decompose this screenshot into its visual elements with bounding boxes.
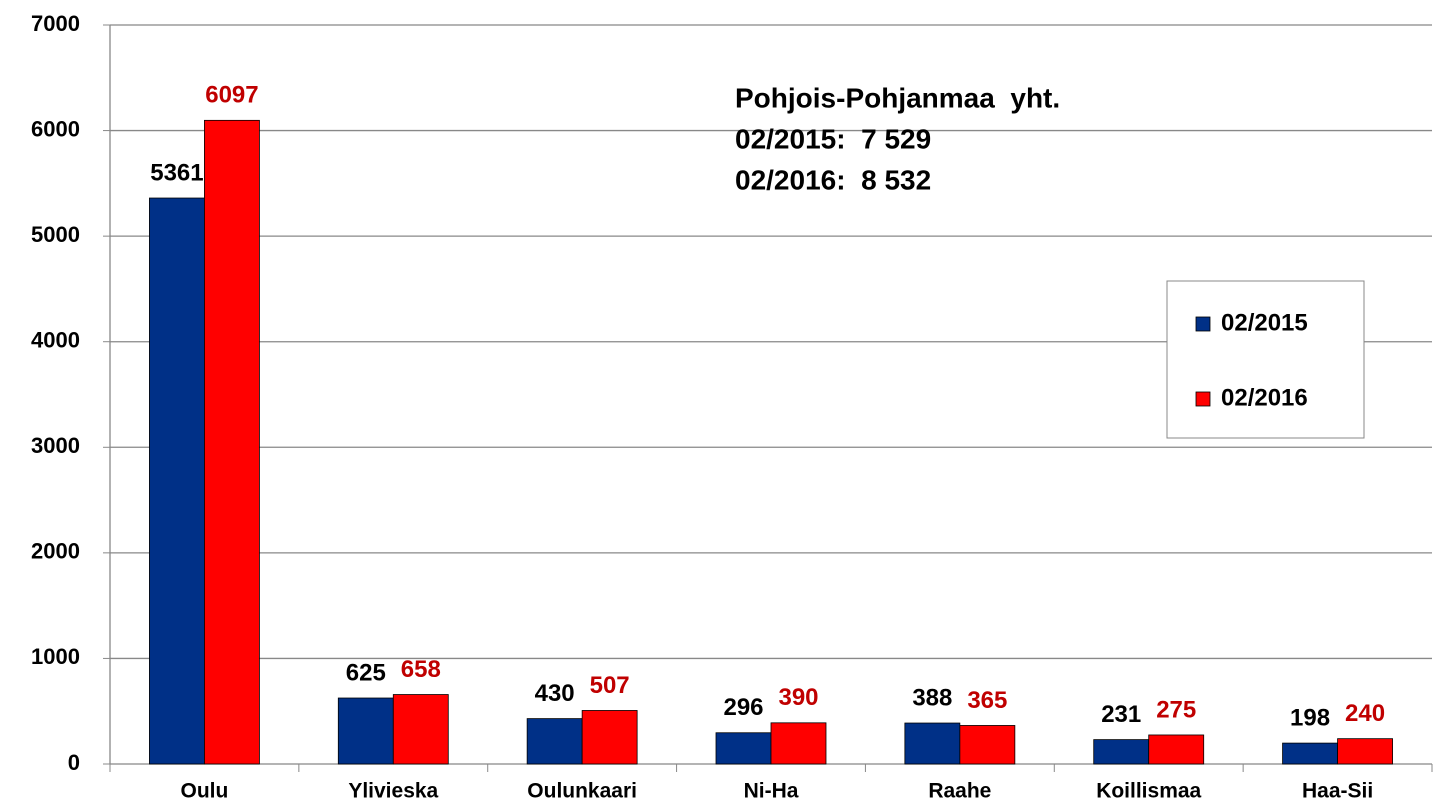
value-label: 658 [401,656,441,683]
x-tick-label: Haa-Sii [1302,780,1373,803]
legend-swatch [1195,316,1211,332]
bar [526,718,583,765]
annotation: 02/2015: 7 529 [735,123,931,154]
y-tick-label: 6000 [31,116,80,141]
y-tick-label: 3000 [31,433,80,458]
bar [904,722,961,765]
value-label: 296 [723,694,763,721]
bar [1337,738,1393,765]
value-label: 6097 [205,82,258,109]
x-tick-label: Oulu [181,780,229,803]
bar [149,197,205,765]
bar [204,119,260,765]
x-tick-label: Raahe [928,780,991,803]
value-label: 507 [590,672,630,699]
value-label: 5361 [150,159,203,186]
bar [770,722,827,765]
x-tick-label: Ni-Ha [744,780,799,803]
annotation: Pohjois-Pohjanmaa yht. [735,82,1060,113]
bar [392,694,449,765]
bar [1282,742,1338,765]
bar [581,710,638,765]
legend-label: 02/2015 [1221,309,1308,336]
y-tick-label: 0 [68,750,80,775]
value-label: 198 [1290,704,1330,731]
y-tick-label: 4000 [31,328,80,353]
value-label: 430 [535,680,575,707]
value-label: 625 [346,659,386,686]
y-tick-label: 7000 [31,11,80,36]
legend-label: 02/2016 [1221,384,1308,411]
y-tick-label: 5000 [31,222,80,247]
x-tick-label: Ylivieska [348,780,438,803]
bar [337,697,394,765]
value-label: 390 [778,684,818,711]
value-label: 388 [912,684,952,711]
legend-swatch [1195,391,1211,407]
bar [959,725,1016,765]
x-tick-label: Koillismaa [1096,780,1201,803]
y-tick-label: 1000 [31,644,80,669]
bar [715,732,772,765]
x-tick-label: Oulunkaari [527,780,637,803]
annotation: 02/2016: 8 532 [735,164,931,195]
value-label: 231 [1101,701,1141,728]
bar [1093,739,1150,765]
legend-box [1166,280,1365,439]
value-label: 275 [1156,696,1196,723]
y-tick-label: 2000 [31,539,80,564]
bar [1148,734,1205,765]
value-label: 240 [1345,700,1385,727]
value-label: 365 [967,687,1007,714]
